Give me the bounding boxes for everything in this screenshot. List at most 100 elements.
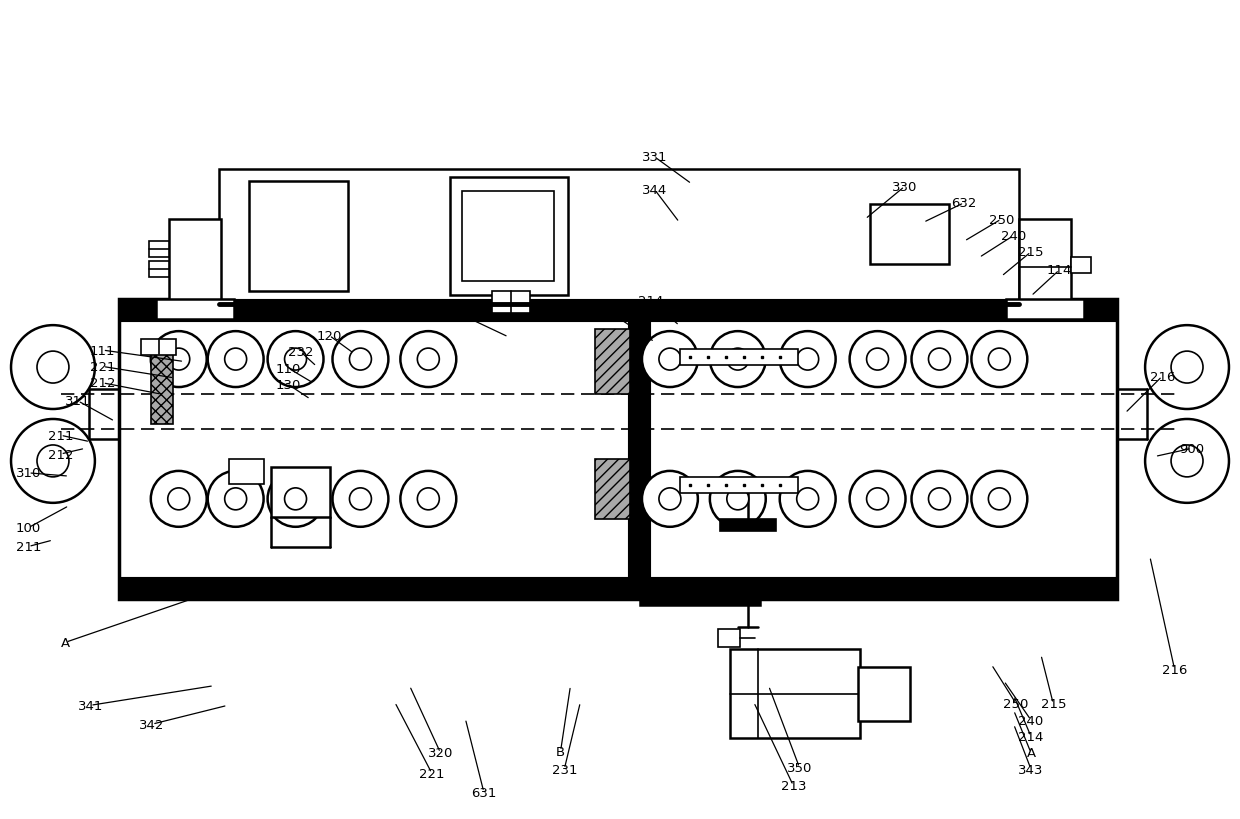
Circle shape xyxy=(418,488,439,510)
Circle shape xyxy=(350,488,372,510)
Text: 221: 221 xyxy=(89,360,115,373)
Bar xyxy=(720,519,776,532)
Text: 344: 344 xyxy=(642,184,667,197)
Circle shape xyxy=(1171,446,1203,477)
Circle shape xyxy=(167,488,190,510)
Circle shape xyxy=(350,349,372,371)
Text: 130: 130 xyxy=(275,378,301,391)
Text: 232: 232 xyxy=(288,346,314,359)
Text: A: A xyxy=(61,636,69,649)
Text: 221: 221 xyxy=(419,767,445,780)
Text: 330: 330 xyxy=(892,181,918,193)
Text: 311: 311 xyxy=(64,395,91,408)
Circle shape xyxy=(988,488,1011,510)
Text: 211: 211 xyxy=(16,541,41,554)
Bar xyxy=(627,322,650,577)
Text: 250: 250 xyxy=(1003,697,1029,710)
Text: 111: 111 xyxy=(89,344,115,357)
Circle shape xyxy=(11,326,95,410)
Circle shape xyxy=(151,332,207,387)
Bar xyxy=(218,170,1019,305)
Text: B: B xyxy=(556,744,565,758)
Circle shape xyxy=(1145,419,1229,503)
Circle shape xyxy=(658,488,681,510)
Circle shape xyxy=(929,488,950,510)
Circle shape xyxy=(401,471,456,527)
Text: 240: 240 xyxy=(1001,229,1027,242)
Bar xyxy=(858,667,909,722)
Circle shape xyxy=(797,488,818,510)
Text: 231: 231 xyxy=(552,762,577,776)
Text: 114: 114 xyxy=(1047,264,1073,277)
Text: 240: 240 xyxy=(1018,713,1044,726)
Bar xyxy=(595,459,630,519)
Text: 631: 631 xyxy=(471,785,496,799)
Text: A: A xyxy=(1027,746,1035,759)
Bar xyxy=(1019,220,1071,302)
Circle shape xyxy=(971,471,1027,527)
Bar xyxy=(450,179,568,296)
Text: 215: 215 xyxy=(1040,697,1066,710)
Circle shape xyxy=(658,349,681,371)
Circle shape xyxy=(284,488,306,510)
Bar xyxy=(270,468,331,517)
Circle shape xyxy=(797,349,818,371)
Circle shape xyxy=(401,332,456,387)
Circle shape xyxy=(332,471,388,527)
Text: 342: 342 xyxy=(139,717,165,731)
Bar xyxy=(680,350,797,365)
Bar xyxy=(718,629,740,647)
Text: 214: 214 xyxy=(639,295,663,308)
Bar xyxy=(463,192,554,282)
Bar xyxy=(141,340,176,355)
Text: 212: 212 xyxy=(89,377,115,390)
Text: 213: 213 xyxy=(444,306,470,319)
Text: 215: 215 xyxy=(1018,246,1044,259)
Text: 212: 212 xyxy=(47,448,73,461)
Bar xyxy=(249,182,348,292)
Circle shape xyxy=(727,349,749,371)
Text: 310: 310 xyxy=(16,467,41,480)
Circle shape xyxy=(284,349,306,371)
Bar xyxy=(1007,300,1084,319)
Bar xyxy=(169,220,221,302)
Bar xyxy=(595,330,630,395)
Circle shape xyxy=(37,446,69,477)
Text: 216: 216 xyxy=(1149,370,1174,383)
Text: 213: 213 xyxy=(780,779,806,792)
Bar xyxy=(869,205,950,265)
Circle shape xyxy=(37,351,69,383)
Bar xyxy=(680,477,797,493)
Circle shape xyxy=(911,471,967,527)
Circle shape xyxy=(167,349,190,371)
Circle shape xyxy=(849,471,905,527)
Text: 632: 632 xyxy=(951,197,977,210)
Circle shape xyxy=(709,332,766,387)
Text: 216: 216 xyxy=(1162,663,1187,676)
Bar xyxy=(156,300,233,319)
Circle shape xyxy=(1171,351,1203,383)
Circle shape xyxy=(642,332,698,387)
Bar xyxy=(151,355,172,424)
Text: 100: 100 xyxy=(16,522,41,535)
Circle shape xyxy=(642,471,698,527)
Circle shape xyxy=(911,332,967,387)
Bar xyxy=(640,591,760,605)
Text: 320: 320 xyxy=(428,746,453,759)
Circle shape xyxy=(867,349,889,371)
Text: 120: 120 xyxy=(316,329,342,342)
Text: 341: 341 xyxy=(77,699,103,712)
Circle shape xyxy=(780,471,836,527)
Circle shape xyxy=(929,349,950,371)
Circle shape xyxy=(971,332,1027,387)
Bar xyxy=(492,292,531,314)
Circle shape xyxy=(224,488,247,510)
Circle shape xyxy=(151,471,207,527)
Text: 214: 214 xyxy=(1018,730,1044,743)
Bar xyxy=(119,577,1117,599)
Circle shape xyxy=(11,419,95,503)
Circle shape xyxy=(207,471,264,527)
Circle shape xyxy=(207,332,264,387)
Circle shape xyxy=(727,488,749,510)
Circle shape xyxy=(780,332,836,387)
